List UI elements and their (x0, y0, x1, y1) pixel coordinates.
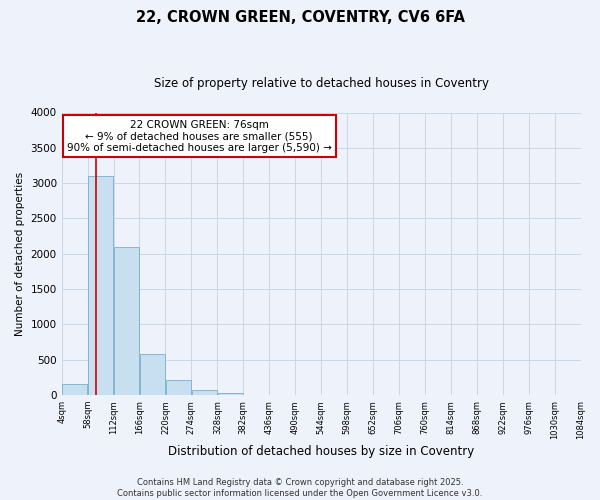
Bar (166, 380, 191, 395)
Bar (218, 392, 243, 395)
Text: Contains HM Land Registry data © Crown copyright and database right 2025.
Contai: Contains HM Land Registry data © Crown c… (118, 478, 482, 498)
Text: 22 CROWN GREEN: 76sqm
← 9% of detached houses are smaller (555)
90% of semi-deta: 22 CROWN GREEN: 76sqm ← 9% of detached h… (67, 120, 332, 153)
Bar (114, 248, 139, 395)
Bar (62, 384, 88, 395)
Bar (88, 176, 113, 395)
Bar (191, 390, 217, 395)
Title: Size of property relative to detached houses in Coventry: Size of property relative to detached ho… (154, 78, 488, 90)
Text: 22, CROWN GREEN, COVENTRY, CV6 6FA: 22, CROWN GREEN, COVENTRY, CV6 6FA (136, 10, 464, 25)
Bar (140, 354, 165, 395)
X-axis label: Distribution of detached houses by size in Coventry: Distribution of detached houses by size … (168, 444, 474, 458)
Y-axis label: Number of detached properties: Number of detached properties (15, 172, 25, 336)
